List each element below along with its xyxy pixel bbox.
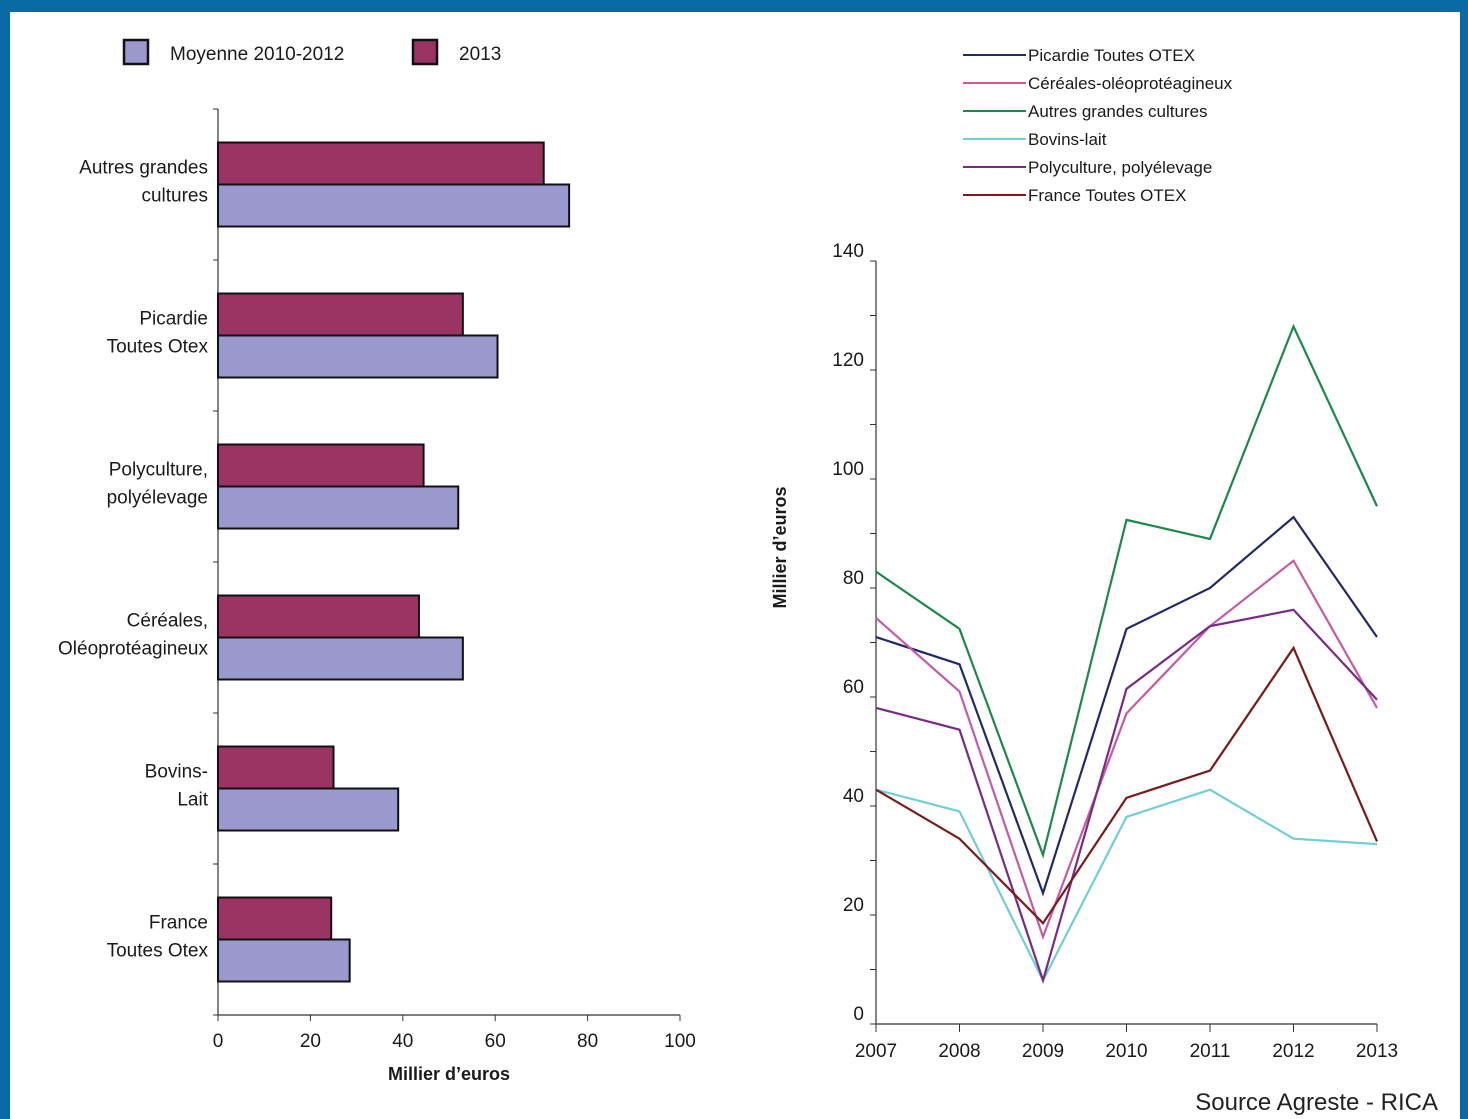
bar-legend-swatch bbox=[411, 38, 439, 66]
bar-x-tick-label: 80 bbox=[577, 1031, 598, 1052]
chart-frame: 0 20 40 60 80 100 Millier d’euros Autres grande… bbox=[10, 12, 1460, 1119]
bar-category-label: polyélevage bbox=[107, 488, 208, 509]
bar-2013 bbox=[217, 745, 335, 790]
line-y-tick-label: 20 bbox=[843, 895, 864, 916]
bar-2013 bbox=[217, 896, 333, 941]
line-y-tick-label: 100 bbox=[832, 459, 864, 480]
line-y-tick-label: 60 bbox=[843, 677, 864, 698]
bar-x-tick-label: 60 bbox=[485, 1031, 506, 1052]
line-x-tick-label: 2011 bbox=[1190, 1041, 1231, 1062]
bar-category-label: cultures bbox=[141, 186, 208, 207]
line-legend-label: Bovins-lait bbox=[1028, 130, 1107, 149]
bar-x-tick-label: 0 bbox=[213, 1031, 224, 1052]
line-legend-label: Polyculture, polyélevage bbox=[1028, 158, 1212, 177]
line-x-tick-label: 2007 bbox=[855, 1041, 897, 1062]
bar-category-label: Picardie bbox=[139, 309, 208, 330]
bar-category-label: Toutes Otex bbox=[107, 337, 209, 358]
bar-category-label: Toutes Otex bbox=[107, 941, 209, 962]
chart-canvas: 0 20 40 60 80 100 Millier d’euros Autres grande… bbox=[58, 38, 1398, 1084]
line-series bbox=[875, 645, 1379, 925]
bar-x-axis-title: Millier d’euros bbox=[388, 1064, 510, 1084]
bar-category-label: France bbox=[149, 913, 208, 934]
bar-x-tick-label: 20 bbox=[300, 1031, 321, 1052]
bar-category-label: Oléoprotéagineux bbox=[58, 639, 208, 660]
line-x-tick-label: 2009 bbox=[1022, 1041, 1064, 1062]
bar-moyenne bbox=[217, 787, 400, 832]
bar-2013 bbox=[217, 292, 464, 337]
line-series bbox=[875, 515, 1378, 897]
line-series bbox=[875, 608, 1378, 985]
line-legend-label: Céréales-oléoprotéagineux bbox=[1028, 74, 1233, 93]
line-legend-label: France Toutes OTEX bbox=[1028, 186, 1186, 205]
bar-legend-label: Moyenne 2010-2012 bbox=[170, 44, 344, 65]
bar-moyenne bbox=[217, 636, 464, 681]
bar-category-label: Céréales, bbox=[127, 611, 208, 632]
bar-2013 bbox=[217, 443, 425, 488]
bar-category-label: Lait bbox=[177, 790, 208, 811]
line-x-tick-label: 2012 bbox=[1272, 1041, 1314, 1062]
line-series bbox=[875, 559, 1378, 941]
bar-legend-swatch bbox=[122, 38, 150, 66]
line-legend-label: Picardie Toutes OTEX bbox=[1028, 46, 1195, 65]
bar-moyenne bbox=[217, 334, 499, 379]
bar-category-label: Autres grandes bbox=[79, 158, 208, 179]
bar-category-label: Polyculture, bbox=[109, 460, 208, 481]
bar-x-tick-label: 40 bbox=[392, 1031, 413, 1052]
bar-moyenne bbox=[217, 938, 351, 983]
bar-2013 bbox=[217, 594, 420, 639]
line-y-tick-label: 140 bbox=[832, 241, 864, 262]
line-x-tick-label: 2008 bbox=[938, 1041, 980, 1062]
bar-2013 bbox=[217, 141, 545, 186]
line-y-tick-label: 0 bbox=[853, 1004, 864, 1025]
bar-moyenne bbox=[217, 183, 571, 228]
bar-x-tick-label: 100 bbox=[664, 1031, 696, 1052]
line-series bbox=[875, 788, 1378, 983]
bar-category-label: Bovins- bbox=[145, 762, 208, 783]
line-y-axis-title: Millier d’euros bbox=[770, 486, 790, 608]
line-x-tick-label: 2010 bbox=[1105, 1041, 1147, 1062]
source-note: Source Agreste - RICA bbox=[1195, 1089, 1438, 1116]
line-series bbox=[875, 323, 1378, 859]
line-y-tick-label: 80 bbox=[843, 568, 864, 589]
line-y-tick-label: 40 bbox=[843, 786, 864, 807]
line-legend-label: Autres grandes cultures bbox=[1028, 102, 1208, 121]
line-x-tick-label: 2013 bbox=[1356, 1041, 1398, 1062]
bar-moyenne bbox=[217, 485, 460, 530]
bar-legend-label: 2013 bbox=[459, 44, 501, 65]
line-y-tick-label: 120 bbox=[832, 350, 864, 371]
